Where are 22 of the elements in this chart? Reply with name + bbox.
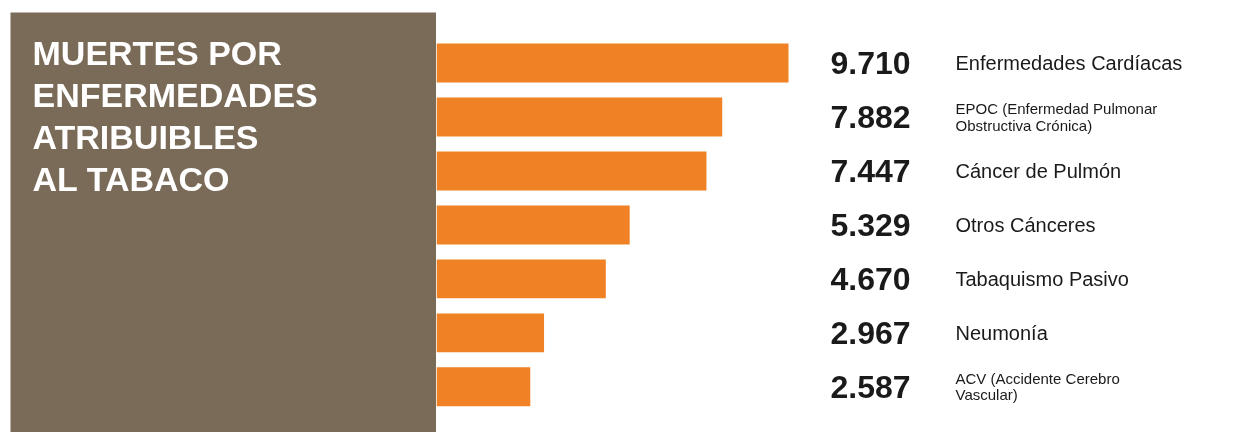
data-label: 9.710 (830, 45, 911, 82)
text: MUERTES POR ENFERMEDADES ATRIBUIBLES AL TABACO (32, 33, 318, 198)
y-tick-label: Otros Cánceres (955, 213, 1096, 236)
data-label: 4.670 (830, 260, 911, 297)
y-tick-label: Enfermedades Cardíacas (955, 52, 1183, 75)
data-label: 7.447 (830, 152, 911, 189)
bar (436, 367, 531, 407)
y-tick-label: Cáncer de Pulmón (955, 159, 1122, 182)
data-label: 7.882 (830, 99, 911, 136)
y-tick-label: ACV (Accidente Cerebro Vascular) (955, 370, 1120, 404)
data-label: 5.329 (830, 206, 911, 243)
bar (436, 259, 606, 299)
data-label: 2.587 (830, 368, 911, 405)
y-tick-label: Neumonía (955, 321, 1049, 344)
bar (436, 97, 723, 137)
bar (436, 205, 630, 245)
y-tick-label: EPOC (Enfermedad Pulmonar Obstructiva Crónica) (955, 100, 1158, 134)
data-label: 2.967 (830, 314, 911, 351)
bar (436, 151, 707, 191)
bar (436, 313, 545, 353)
y-tick-label: Tabaquismo Pasivo (955, 267, 1129, 290)
bar (436, 43, 789, 83)
